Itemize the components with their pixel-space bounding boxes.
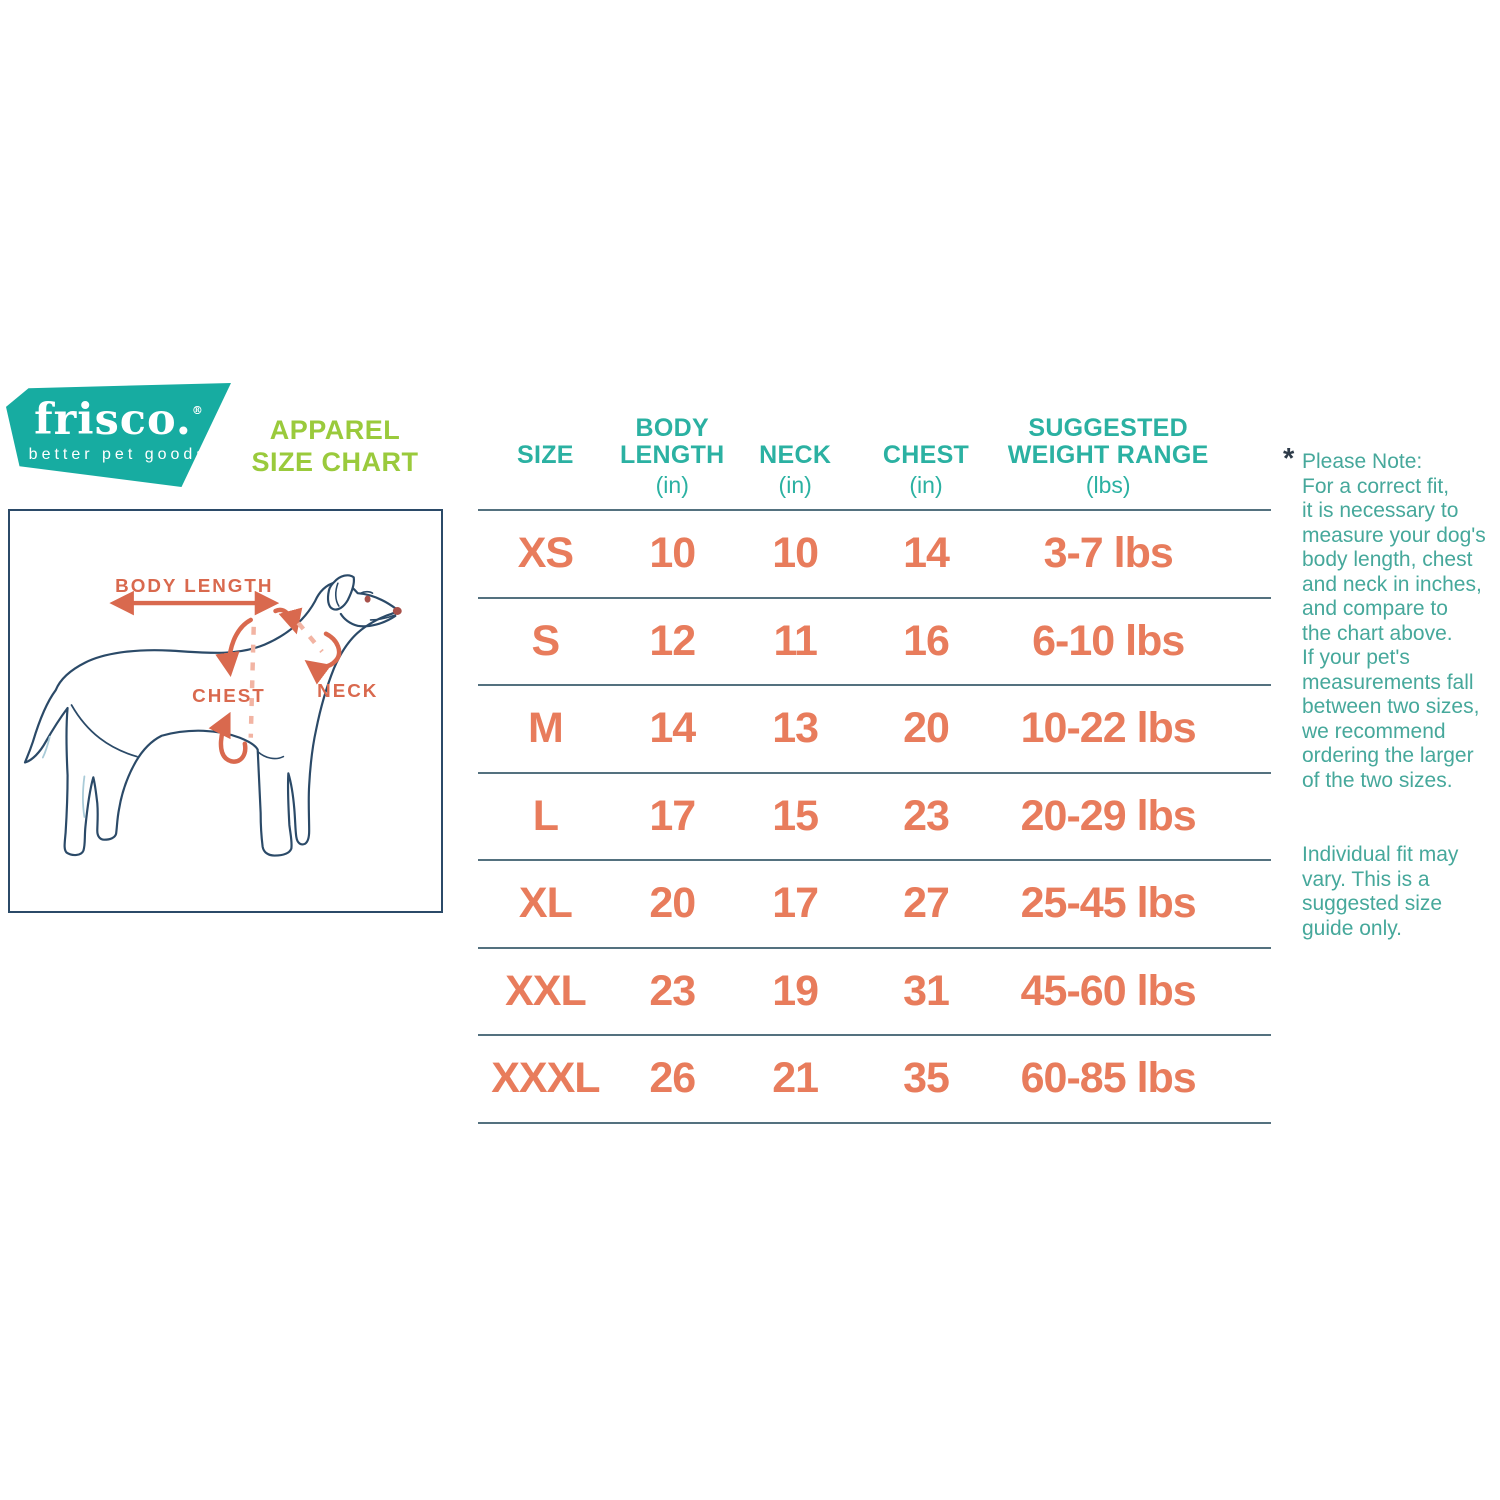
weight-cell: 60-85 lbs xyxy=(1020,1054,1197,1103)
body-length-cell: 23 xyxy=(649,966,696,1015)
table-row: M 14 13 20 10-22 lbs xyxy=(478,684,1271,772)
weight-cell: 3-7 lbs xyxy=(1043,529,1174,578)
note-paragraph-1: Please Note: For a correct fit, it is ne… xyxy=(1302,450,1486,792)
neck-cell: 10 xyxy=(772,529,819,578)
page-title-line2: SIZE CHART xyxy=(251,447,419,478)
neck-cell: 17 xyxy=(772,879,819,928)
dog-eye xyxy=(364,595,371,603)
size-cell: XS xyxy=(517,529,574,578)
registered-mark: ® xyxy=(191,403,203,417)
chest-cell: 20 xyxy=(903,704,950,753)
body-length-cell: 14 xyxy=(649,704,696,753)
neck-arc-lower xyxy=(304,631,342,685)
neck-cell: 11 xyxy=(773,616,817,665)
dog-measurement-diagram: BODY LENGTH CHEST NECK xyxy=(8,509,443,913)
table-row: XL 20 17 27 25-45 lbs xyxy=(478,859,1271,947)
size-cell: S xyxy=(531,616,561,665)
chest-label: CHEST xyxy=(192,685,266,706)
size-cell: M xyxy=(527,704,564,753)
size-cell: XL xyxy=(518,879,573,928)
note-paragraph-2: Individual fit may vary. This is a sugge… xyxy=(1302,843,1459,940)
neck-cell: 13 xyxy=(772,704,819,753)
table-row: XS 10 10 14 3-7 lbs xyxy=(478,509,1271,597)
table-row: L 17 15 23 20-29 lbs xyxy=(478,771,1271,860)
table-row: XXL 23 19 31 45-60 lbs xyxy=(478,946,1271,1035)
chest-cell: 35 xyxy=(903,1054,950,1103)
chest-dashed-line xyxy=(248,626,256,738)
body-length-cell: 10 xyxy=(649,529,696,578)
column-header-chest: CHEST (in) xyxy=(882,441,970,499)
neck-cell: 21 xyxy=(772,1054,819,1103)
weight-cell: 45-60 lbs xyxy=(1020,966,1197,1015)
frisco-logo: frisco.® better pet goods xyxy=(6,383,231,487)
dog-nose xyxy=(392,607,402,615)
column-header-size: SIZE xyxy=(517,441,574,469)
brand-tagline: better pet goods xyxy=(28,445,209,463)
chest-cell: 16 xyxy=(903,616,950,665)
body-length-cell: 20 xyxy=(649,879,696,928)
dog-diagram-svg: BODY LENGTH CHEST NECK xyxy=(23,574,402,857)
size-cell: L xyxy=(532,791,559,840)
page-title: APPAREL SIZE CHART xyxy=(240,414,430,479)
measurement-annotations xyxy=(109,590,342,764)
fit-note: * Please Note: For a correct fit, it is … xyxy=(1283,445,1500,941)
column-header-weight-range: SUGGESTED WEIGHT RANGE (lbs) xyxy=(1007,414,1209,499)
neck-arc-upper xyxy=(273,607,303,635)
body-length-cell: 12 xyxy=(649,616,696,665)
weight-cell: 6-10 lbs xyxy=(1032,616,1185,665)
neck-label: NECK xyxy=(317,680,378,701)
column-header-neck: NECK (in) xyxy=(759,441,832,499)
weight-cell: 20-29 lbs xyxy=(1020,791,1197,840)
table-row: S 12 11 16 6-10 lbs xyxy=(478,596,1271,685)
chest-cell: 27 xyxy=(903,879,950,928)
weight-cell: 25-45 lbs xyxy=(1020,879,1197,928)
chest-cell: 31 xyxy=(903,966,950,1015)
neck-cell: 15 xyxy=(772,791,819,840)
body-length-cell: 26 xyxy=(649,1054,696,1103)
chest-arc-upper xyxy=(215,617,253,678)
dog-outline-illustration xyxy=(23,574,398,857)
brand-name: frisco.® xyxy=(34,394,203,445)
neck-dashed-line xyxy=(296,621,324,654)
table-header-row: SIZE BODY LENGTH (in) NECK (in) CHEST (i… xyxy=(478,413,1271,509)
size-cell: XXL xyxy=(505,966,587,1015)
size-cell: XXXL xyxy=(491,1054,600,1103)
asterisk: * xyxy=(1283,443,1295,475)
page-title-line1: APPAREL xyxy=(269,415,401,445)
size-table: SIZE BODY LENGTH (in) NECK (in) CHEST (i… xyxy=(478,413,1271,1124)
column-header-body-length: BODY LENGTH (in) xyxy=(619,414,725,499)
chest-cell: 14 xyxy=(903,529,950,578)
chest-cell: 23 xyxy=(903,791,950,840)
weight-cell: 10-22 lbs xyxy=(1020,704,1197,753)
neck-cell: 19 xyxy=(772,966,819,1015)
table-row: XXXL 26 21 35 60-85 lbs xyxy=(478,1034,1271,1124)
body-length-label: BODY LENGTH xyxy=(115,575,273,596)
chest-arc-lower xyxy=(208,711,248,764)
body-length-cell: 17 xyxy=(649,791,696,840)
